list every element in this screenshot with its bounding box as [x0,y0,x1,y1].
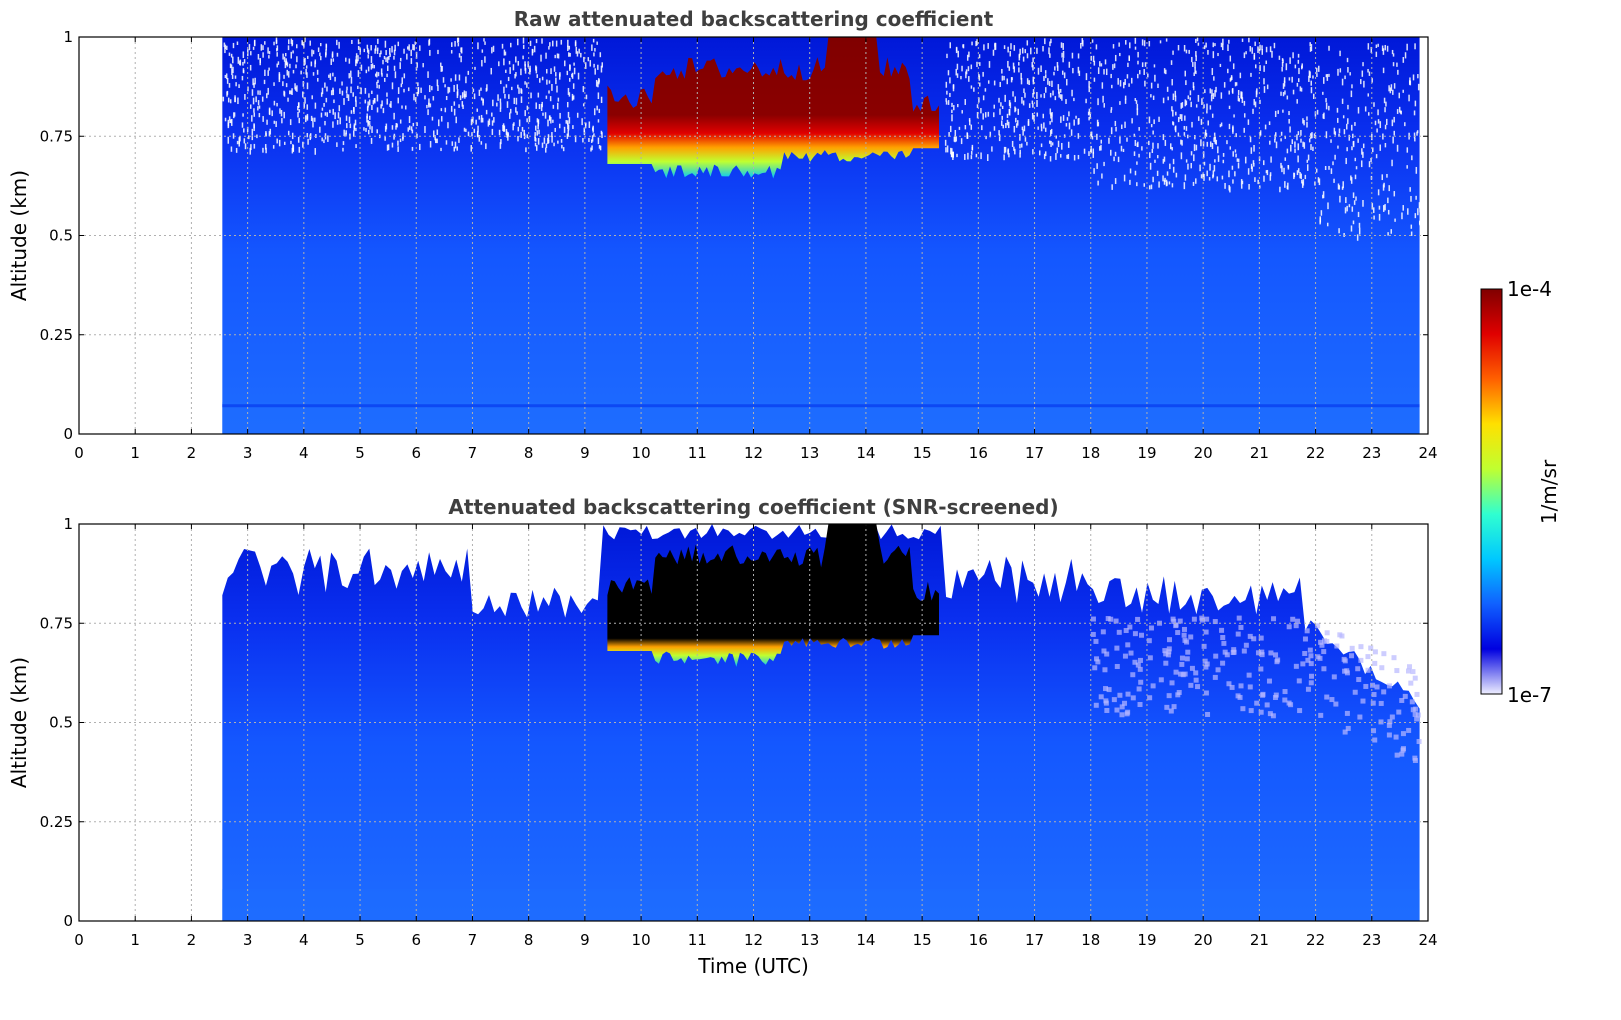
x-tick-label: 9 [580,444,590,462]
x-tick-label: 0 [74,931,84,949]
x-tick-label: 22 [1306,444,1325,462]
y-tick-label: 0.25 [40,326,73,344]
cloud-layer [607,524,939,667]
y-tick-label: 0.5 [49,714,73,732]
colorbar-max-label: 1e-4 [1507,277,1552,301]
x-tick-label: 17 [1025,931,1044,949]
x-tick-label: 11 [688,444,707,462]
x-tick-label: 19 [1137,444,1156,462]
x-tick-label: 14 [856,931,875,949]
x-tick-label: 18 [1081,444,1100,462]
x-tick-label: 2 [187,444,197,462]
x-tick-label: 20 [1194,931,1213,949]
x-tick-label: 21 [1250,931,1269,949]
x-tick-label: 3 [243,444,253,462]
x-tick-label: 6 [411,931,421,949]
x-tick-label: 23 [1362,444,1381,462]
x-tick-label: 18 [1081,931,1100,949]
grid [79,524,1428,921]
y-tick-label: 0.75 [40,127,73,145]
x-tick-label: 5 [355,444,365,462]
y-axis-label: Altitude (km) [7,170,31,301]
x-tick-label: 22 [1306,931,1325,949]
x-tick-label: 24 [1418,931,1437,949]
y-axis: 0 0.25 0.5 0.75 1 [40,515,1428,930]
x-tick-label: 0 [74,444,84,462]
x-tick-label: 21 [1250,444,1269,462]
x-tick-label: 13 [800,931,819,949]
heatmap-image [222,37,1421,434]
y-tick-label: 0 [63,425,73,443]
panel-screened: Attenuated backscattering coefficient (S… [7,495,1438,978]
y-axis-label: Altitude (km) [7,657,31,788]
x-tick-label: 7 [468,931,478,949]
x-tick-label: 8 [524,444,534,462]
x-tick-label: 4 [299,444,309,462]
x-tick-label: 5 [355,931,365,949]
y-tick-label: 1 [63,28,73,46]
cloud-layer [607,37,939,179]
x-tick-label: 12 [744,931,763,949]
x-tick-label: 10 [632,931,651,949]
panel-title: Attenuated backscattering coefficient (S… [448,495,1058,519]
x-tick-label: 14 [856,444,875,462]
colorbar-bar [1480,288,1503,695]
x-tick-label: 19 [1137,931,1156,949]
grid [79,37,1428,434]
x-tick-label: 16 [969,931,988,949]
panel-raw: Raw attenuated backscattering coefficien… [7,7,1438,462]
x-tick-label: 10 [632,444,651,462]
x-tick-label: 12 [744,444,763,462]
x-tick-label: 23 [1362,931,1381,949]
x-tick-label: 9 [580,931,590,949]
colorbar-unit-label: 1/m/sr [1537,459,1561,524]
y-axis: 0 0.25 0.5 0.75 1 [40,28,1428,443]
x-tick-label: 4 [299,931,309,949]
x-tick-label: 24 [1418,444,1437,462]
x-tick-label: 11 [688,931,707,949]
y-tick-label: 1 [63,515,73,533]
x-tick-label: 13 [800,444,819,462]
x-tick-label: 17 [1025,444,1044,462]
x-tick-label: 7 [468,444,478,462]
y-tick-label: 0.5 [49,227,73,245]
colorbar-min-label: 1e-7 [1507,683,1552,707]
x-tick-label: 15 [913,931,932,949]
heatmap-image [222,524,1422,921]
x-tick-label: 2 [187,931,197,949]
x-tick-label: 8 [524,931,534,949]
x-axis: 0 1 2 3 4 5 6 7 8 9 10 11 12 13 14 15 16 17 18 19 20 21 22 23 24 [74,524,1438,949]
x-tick-label: 20 [1194,444,1213,462]
x-tick-label: 3 [243,931,253,949]
x-axis-label: Time (UTC) [697,954,809,978]
x-axis: 0 1 2 3 4 5 6 7 8 9 10 11 12 13 14 15 16 17 18 19 20 21 22 23 24 [74,37,1438,462]
x-tick-label: 16 [969,444,988,462]
y-tick-label: 0.75 [40,614,73,632]
x-tick-label: 1 [130,931,140,949]
y-tick-label: 0 [63,912,73,930]
colorbar: 1e-4 1e-7 1/m/sr [1480,277,1561,707]
panel-title: Raw attenuated backscattering coefficien… [514,7,994,31]
y-tick-label: 0.25 [40,813,73,831]
x-tick-label: 15 [913,444,932,462]
x-tick-label: 6 [411,444,421,462]
x-tick-label: 1 [130,444,140,462]
